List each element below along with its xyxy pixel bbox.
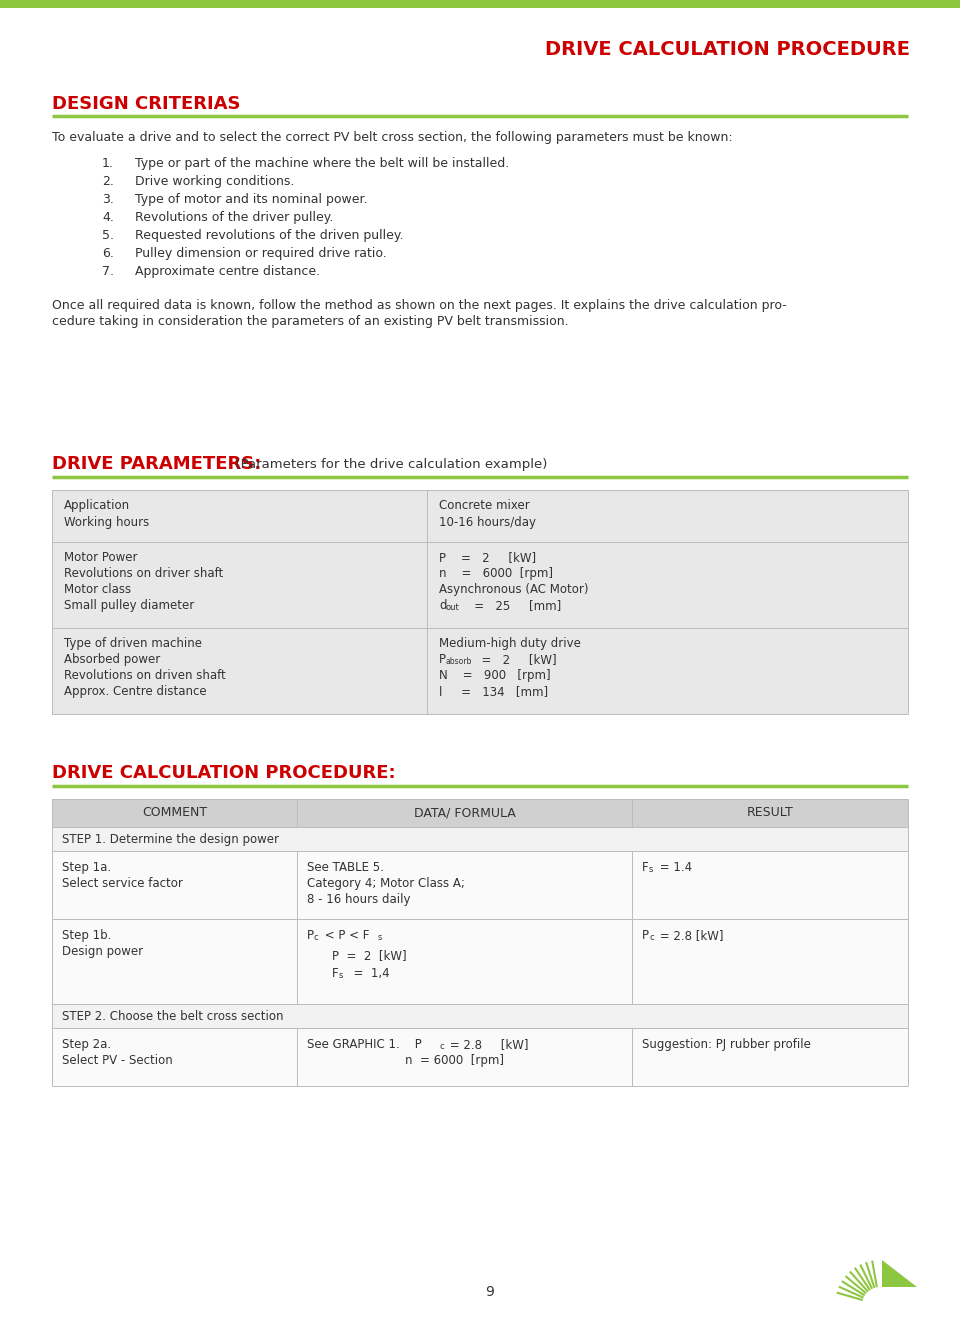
Text: Approx. Centre distance: Approx. Centre distance [64,685,206,698]
Text: Revolutions on driver shaft: Revolutions on driver shaft [64,568,224,579]
Text: To evaluate a drive and to select the correct PV belt cross section, the followi: To evaluate a drive and to select the co… [52,131,732,144]
Bar [52,799,908,828]
Text: Medium-high duty drive: Medium-high duty drive [439,638,581,649]
Text: =  1,4: = 1,4 [346,968,390,979]
Text: c: c [649,933,654,942]
Text: out: out [446,603,460,612]
Text: Select PV - Section: Select PV - Section [62,1053,173,1067]
Text: Suggestion: PJ rubber profile: Suggestion: PJ rubber profile [642,1038,811,1051]
Text: Asynchronous (AC Motor): Asynchronous (AC Motor) [439,583,588,597]
Text: n  = 6000  [rpm]: n = 6000 [rpm] [405,1053,504,1067]
Text: Application: Application [64,499,131,512]
Text: Motor Power: Motor Power [64,550,137,564]
Text: 9: 9 [486,1284,494,1299]
Text: P: P [642,929,649,942]
Text: Concrete mixer: Concrete mixer [439,499,530,512]
Text: Category 4; Motor Class A;: Category 4; Motor Class A; [307,876,465,890]
Text: Step 1b.: Step 1b. [62,929,111,942]
Text: DRIVE CALCULATION PROCEDURE:: DRIVE CALCULATION PROCEDURE: [52,764,396,781]
Text: DESIGN CRITERIAS: DESIGN CRITERIAS [52,95,241,114]
Bar [52,1028,908,1086]
Text: Type of motor and its nominal power.: Type of motor and its nominal power. [135,193,368,206]
Text: absorb: absorb [446,657,472,667]
Text: 7.: 7. [102,265,114,279]
Text: 2.: 2. [102,176,114,187]
Bar [52,919,908,1005]
Bar [52,543,908,628]
Text: P: P [307,929,314,942]
Text: Type of driven machine: Type of driven machine [64,638,202,649]
Text: DRIVE CALCULATION PROCEDURE: DRIVE CALCULATION PROCEDURE [545,40,910,59]
Text: Revolutions on driven shaft: Revolutions on driven shaft [64,669,226,682]
Text: COMMENT: COMMENT [142,807,207,818]
Text: N    =   900   [rpm]: N = 900 [rpm] [439,669,551,682]
Bar [52,1005,908,1028]
Bar [52,628,908,714]
Text: STEP 1. Determine the design power: STEP 1. Determine the design power [62,833,279,846]
Text: 1.: 1. [102,157,114,170]
Text: Step 2a.: Step 2a. [62,1038,111,1051]
Text: See TABLE 5.: See TABLE 5. [307,861,384,874]
Text: 5.: 5. [102,228,114,242]
Text: STEP 2. Choose the belt cross section: STEP 2. Choose the belt cross section [62,1010,283,1023]
Text: 8 - 16 hours daily: 8 - 16 hours daily [307,894,411,906]
Text: DRIVE PARAMETERS:: DRIVE PARAMETERS: [52,455,261,473]
Text: Design power: Design power [62,945,143,958]
Text: s: s [378,933,382,942]
Text: c: c [439,1041,444,1051]
Text: Working hours: Working hours [64,516,149,529]
Bar [52,828,908,851]
Text: Type or part of the machine where the belt will be installed.: Type or part of the machine where the be… [135,157,509,170]
Text: = 2.8     [kW]: = 2.8 [kW] [446,1038,529,1051]
Text: s: s [339,972,344,979]
Text: Step 1a.: Step 1a. [62,861,111,874]
Text: Revolutions of the driver pulley.: Revolutions of the driver pulley. [135,211,333,224]
Text: 6.: 6. [102,247,114,260]
Text: 4.: 4. [102,211,114,224]
Text: = 2.8 [kW]: = 2.8 [kW] [656,929,724,942]
Text: Pulley dimension or required drive ratio.: Pulley dimension or required drive ratio… [135,247,387,260]
Text: F: F [642,861,649,874]
Text: =   25     [mm]: = 25 [mm] [463,599,562,612]
Text: P    =   2     [kW]: P = 2 [kW] [439,550,536,564]
Bar [52,851,908,919]
Text: Select service factor: Select service factor [62,876,182,890]
Text: F: F [332,968,339,979]
Text: DATA/ FORMULA: DATA/ FORMULA [414,807,516,818]
Text: Approximate centre distance.: Approximate centre distance. [135,265,320,279]
Text: Drive working conditions.: Drive working conditions. [135,176,295,187]
Text: Absorbed power: Absorbed power [64,653,160,667]
Text: =   2     [kW]: = 2 [kW] [474,653,557,667]
Text: l     =   134   [mm]: l = 134 [mm] [439,685,548,698]
Text: 3.: 3. [102,193,114,206]
Bar [52,490,908,543]
Text: c: c [314,933,319,942]
Text: RESULT: RESULT [747,807,793,818]
Text: < P < F: < P < F [321,929,370,942]
Text: P: P [439,653,446,667]
Text: P  =  2  [kW]: P = 2 [kW] [332,949,407,962]
Text: Motor class: Motor class [64,583,132,597]
Text: 10-16 hours/day: 10-16 hours/day [439,516,536,529]
Bar [0,0,960,8]
Text: s: s [649,865,654,874]
Text: = 1.4: = 1.4 [656,861,692,874]
Text: d: d [439,599,446,612]
Text: Once all required data is known, follow the method as shown on the next pages. I: Once all required data is known, follow … [52,300,787,312]
Text: (Parameters for the drive calculation example): (Parameters for the drive calculation ex… [227,458,547,471]
Text: See GRAPHIC 1.    P: See GRAPHIC 1. P [307,1038,421,1051]
Text: Requested revolutions of the driven pulley.: Requested revolutions of the driven pull… [135,228,403,242]
Text: Small pulley diameter: Small pulley diameter [64,599,194,612]
Polygon shape [882,1261,917,1287]
Text: cedure taking in consideration the parameters of an existing PV belt transmissio: cedure taking in consideration the param… [52,315,568,327]
Text: n    =   6000  [rpm]: n = 6000 [rpm] [439,568,553,579]
